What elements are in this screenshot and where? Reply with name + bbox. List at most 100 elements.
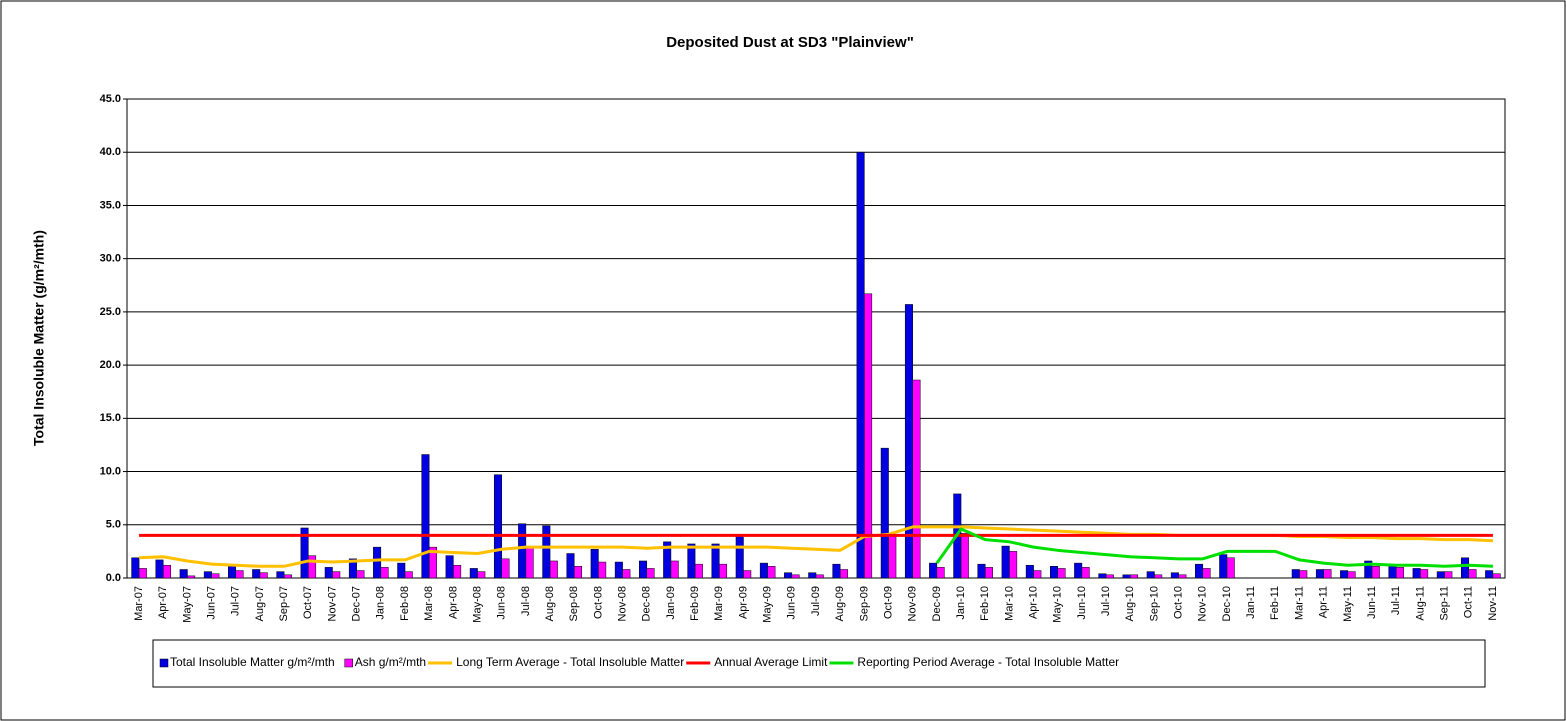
bar [1388,566,1397,579]
x-tick-label: Sep-07 [278,586,290,621]
bar [1057,568,1066,579]
x-tick-label: Dec-07 [351,586,363,621]
legend-label: Ash g/m²/mth [355,655,426,669]
bar [1436,571,1445,579]
x-tick-label: Dec-08 [641,586,653,621]
bar [670,560,679,579]
bar [1001,545,1010,579]
bar [163,564,172,579]
bar [1485,570,1494,579]
bar [960,533,969,579]
x-tick-label: Sep-08 [568,586,580,621]
x-tick-label: Jan-08 [375,586,387,620]
x-tick-label: Oct-11 [1463,586,1475,618]
bar [445,555,454,579]
bar [791,574,800,579]
bar [138,568,147,579]
bar [1105,574,1114,579]
x-tick-label: Jun-10 [1076,586,1088,620]
bar [1081,567,1090,579]
x-tick-label: Mar-08 [423,586,435,621]
bar [155,559,164,579]
x-tick-label: Mar-07 [133,586,145,621]
bar [1202,568,1211,579]
bar [300,527,309,579]
bar [404,571,413,579]
bar [1146,571,1155,579]
bar [1178,574,1187,579]
bar [1340,570,1349,579]
x-tick-label: Sep-09 [858,586,870,621]
bar [324,567,333,579]
bar [187,575,196,579]
bar [1195,563,1204,579]
bar [1460,557,1469,579]
bar [131,557,140,579]
bar [1219,554,1228,579]
x-tick-label: May-11 [1342,586,1354,622]
legend-label: Total Insoluble Matter g/m²/mth [170,655,335,669]
legend-swatch [344,658,353,668]
bar [888,535,897,579]
x-tick-label: Jul-08 [520,586,532,616]
bar [525,547,534,579]
x-tick-label: Feb-10 [979,586,991,621]
bar [614,561,623,579]
bar [348,558,357,579]
y-tick-label: 35.0 [100,199,121,211]
x-tick-label: Oct-07 [302,586,314,619]
x-tick-label: Feb-09 [689,586,701,621]
bar [1154,574,1163,579]
x-tick-label: Mar-10 [1003,586,1015,621]
bar [984,567,993,579]
bar [622,569,631,579]
bar [977,563,986,579]
x-tick-label: Jul-07 [230,586,242,616]
y-tick-label: 45.0 [100,93,121,105]
x-tick-label: Nov-09 [907,586,919,621]
legend-box [152,639,1486,688]
bar [1226,557,1235,579]
legend-label: Long Term Average - Total Insoluble Matt… [456,655,684,669]
x-tick-label: Sep-11 [1438,586,1450,621]
legend-label: Annual Average Limit [714,655,828,669]
bar [663,541,672,579]
bar [590,549,599,579]
bar [880,447,889,579]
x-tick-label: May-07 [181,586,193,623]
bar [1122,574,1131,579]
bar [549,560,558,579]
x-tick-label: Nov-08 [617,586,629,621]
bar [929,562,938,579]
bar [694,563,703,579]
y-tick-label: 40.0 [100,146,121,158]
chart-title: Deposited Dust at SD3 "Plainview" [666,34,914,51]
x-tick-label: Aug-10 [1124,586,1136,621]
bar [1412,568,1421,579]
bar [1323,569,1332,579]
bar [397,562,406,579]
y-tick-label: 25.0 [100,306,121,318]
x-tick-label: Aug-08 [544,586,556,621]
x-tick-label: Jun-07 [206,586,218,620]
bar [864,293,873,579]
bar [598,561,607,579]
bar [1098,573,1107,579]
bar [735,534,744,579]
x-tick-label: Dec-09 [931,586,943,621]
line [935,527,1493,568]
y-axis-title: Total Insoluble Matter (g/m²/mth) [31,230,47,446]
bar [1130,574,1139,579]
x-tick-label: Oct-08 [592,586,604,619]
bar [469,568,478,579]
bar [1009,551,1018,579]
bar [421,454,430,579]
bar [1050,566,1059,579]
bar [1291,569,1300,579]
bar [904,304,913,579]
bar [179,569,188,579]
x-tick-label: Aug-11 [1414,586,1426,621]
bar [1347,571,1356,579]
bar [839,569,848,579]
bar [235,570,244,579]
